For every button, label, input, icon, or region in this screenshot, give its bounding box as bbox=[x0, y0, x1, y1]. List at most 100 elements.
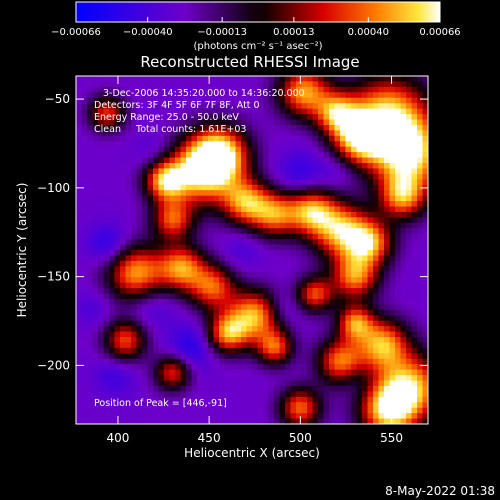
heatmap-cell bbox=[263, 233, 270, 240]
heatmap-cell bbox=[180, 337, 187, 344]
heatmap-cell bbox=[318, 418, 325, 424]
heatmap-cell bbox=[142, 282, 149, 289]
heatmap-cell bbox=[252, 103, 259, 110]
heatmap-cell bbox=[142, 201, 149, 208]
heatmap-cell bbox=[186, 152, 193, 159]
heatmap-cell bbox=[252, 347, 259, 354]
heatmap-cell bbox=[389, 217, 396, 224]
heatmap-cell bbox=[307, 277, 314, 284]
heatmap-cell bbox=[257, 266, 264, 273]
heatmap-cell bbox=[351, 108, 358, 115]
heatmap-cell bbox=[202, 152, 209, 159]
heatmap-cell bbox=[356, 76, 363, 83]
heatmap-cell bbox=[389, 179, 396, 186]
heatmap-cell bbox=[142, 375, 149, 382]
heatmap-cell bbox=[395, 114, 402, 121]
heatmap-cell bbox=[340, 364, 347, 371]
heatmap-cell bbox=[307, 81, 314, 88]
heatmap-cell bbox=[136, 364, 143, 371]
heatmap-cell bbox=[87, 266, 94, 273]
heatmap-cell bbox=[235, 418, 242, 424]
heatmap-cell bbox=[109, 86, 116, 93]
heatmap-cell bbox=[356, 92, 363, 99]
heatmap-cell bbox=[142, 130, 149, 137]
heatmap-cell bbox=[208, 250, 215, 257]
heatmap-cell bbox=[169, 206, 176, 213]
heatmap-cell bbox=[279, 195, 286, 202]
heatmap-cell bbox=[263, 195, 270, 202]
heatmap-cell bbox=[384, 108, 391, 115]
heatmap-cell bbox=[290, 86, 297, 93]
heatmap-cell bbox=[373, 108, 380, 115]
heatmap-cell bbox=[274, 358, 281, 365]
heatmap-cell bbox=[367, 141, 374, 148]
heatmap-cell bbox=[422, 173, 428, 180]
heatmap-cell bbox=[384, 239, 391, 246]
heatmap-cell bbox=[175, 173, 182, 180]
heatmap-cell bbox=[356, 402, 363, 409]
heatmap-cell bbox=[103, 163, 110, 170]
heatmap-cell bbox=[334, 331, 341, 338]
heatmap-cell bbox=[153, 288, 160, 295]
heatmap-cell bbox=[395, 228, 402, 235]
heatmap-cell bbox=[213, 347, 220, 354]
heatmap-cell bbox=[241, 146, 248, 153]
heatmap-cell bbox=[252, 309, 259, 316]
heatmap-cell bbox=[191, 146, 198, 153]
heatmap-cell bbox=[411, 141, 418, 148]
heatmap-cell bbox=[268, 293, 275, 300]
heatmap-cell bbox=[406, 206, 413, 213]
heatmap-cell bbox=[351, 385, 358, 392]
heatmap-cell bbox=[312, 288, 319, 295]
heatmap-cell bbox=[274, 179, 281, 186]
heatmap-cell bbox=[356, 233, 363, 240]
heatmap-cell bbox=[378, 331, 385, 338]
heatmap-cell bbox=[329, 86, 336, 93]
heatmap-cell bbox=[422, 124, 428, 131]
heatmap-cell bbox=[329, 320, 336, 327]
heatmap-cell bbox=[125, 168, 132, 175]
heatmap-cell bbox=[268, 184, 275, 191]
heatmap-cell bbox=[241, 184, 248, 191]
heatmap-cell bbox=[384, 135, 391, 142]
heatmap-cell bbox=[301, 250, 308, 257]
heatmap-cell bbox=[186, 228, 193, 235]
heatmap-cell bbox=[417, 391, 424, 398]
heatmap-cell bbox=[92, 380, 99, 387]
heatmap-cell bbox=[202, 81, 209, 88]
heatmap-cell bbox=[323, 92, 330, 99]
heatmap-cell bbox=[158, 337, 165, 344]
heatmap-cell bbox=[241, 81, 248, 88]
heatmap-cell bbox=[76, 173, 83, 180]
heatmap-cell bbox=[345, 364, 352, 371]
heatmap-cell bbox=[290, 124, 297, 131]
heatmap-cell bbox=[87, 320, 94, 327]
heatmap-cell bbox=[400, 211, 407, 218]
heatmap-cell bbox=[279, 282, 286, 289]
heatmap-cell bbox=[422, 413, 428, 420]
heatmap-cell bbox=[329, 298, 336, 305]
heatmap-cell bbox=[208, 418, 215, 424]
heatmap-cell bbox=[378, 228, 385, 235]
heatmap-cell bbox=[120, 217, 127, 224]
heatmap-cell bbox=[373, 239, 380, 246]
heatmap-cell bbox=[290, 179, 297, 186]
heatmap-cell bbox=[92, 244, 99, 251]
heatmap-cell bbox=[318, 255, 325, 262]
heatmap-cell bbox=[389, 391, 396, 398]
heatmap-cell bbox=[296, 184, 303, 191]
heatmap-cell bbox=[219, 413, 226, 420]
heatmap-cell bbox=[81, 103, 88, 110]
heatmap-cell bbox=[400, 157, 407, 164]
annotation-block: 3-Dec-2006 14:35:20.000 to 14:36:20.000 … bbox=[94, 88, 305, 409]
heatmap-cell bbox=[285, 92, 292, 99]
heatmap-cell bbox=[235, 304, 242, 311]
heatmap-cell bbox=[395, 239, 402, 246]
heatmap-cell bbox=[411, 331, 418, 338]
heatmap-cell bbox=[279, 222, 286, 229]
heatmap-cell bbox=[76, 201, 83, 208]
heatmap-cell bbox=[351, 266, 358, 273]
heatmap-cell bbox=[301, 86, 308, 93]
heatmap-cell bbox=[367, 206, 374, 213]
heatmap-cell bbox=[87, 337, 94, 344]
